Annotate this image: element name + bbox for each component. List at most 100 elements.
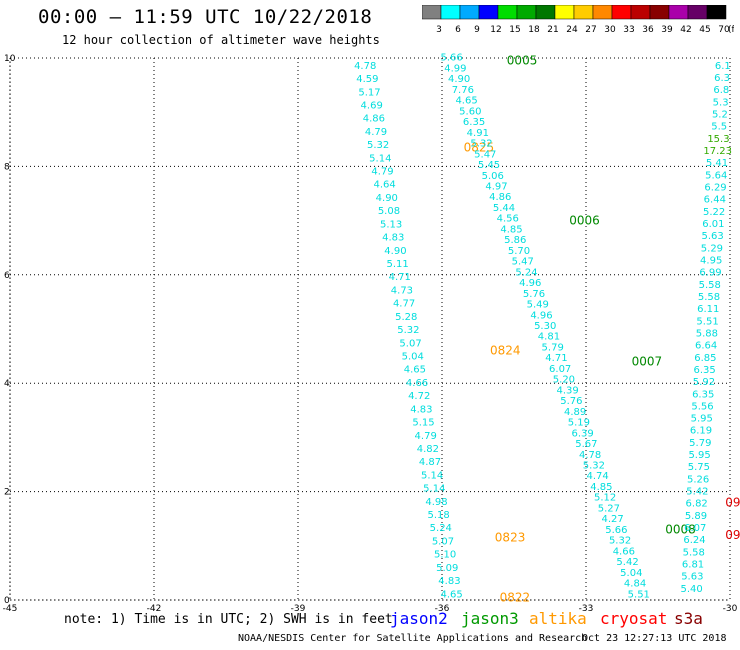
wave-height-value: 5.42: [686, 487, 708, 498]
y-tick-label: 0: [4, 596, 10, 606]
wave-height-value: 6.44: [704, 195, 726, 206]
pass-time-label: 0825: [464, 140, 495, 154]
wave-height-value: 4.96: [519, 278, 541, 289]
colorbar-tick-label: 9: [474, 25, 480, 35]
wave-height-value: 4.65: [455, 96, 477, 107]
wave-height-value: 5.70: [508, 246, 530, 257]
wave-height-value: 5.24: [430, 523, 452, 534]
wave-height-value: 4.64: [374, 180, 396, 191]
wave-height-value: 5.58: [699, 280, 721, 291]
wave-height-value: 4.82: [417, 444, 439, 455]
wave-height-value: 4.74: [586, 471, 608, 482]
wave-height-value: 5.15: [412, 418, 434, 429]
colorbar-tick-label: 3: [436, 25, 442, 35]
wave-height-value: 5.26: [687, 474, 709, 485]
footer-note: note: 1) Time is in UTC; 2) SWH is in fe…: [64, 612, 393, 627]
wave-height-value: 6.64: [695, 341, 717, 352]
wave-height-value: 4.79: [365, 127, 387, 138]
wave-height-value: 4.79: [415, 431, 437, 442]
wave-height-value: 5.60: [459, 106, 481, 117]
colorbar-tick-label: 42: [680, 25, 691, 35]
wave-height-value: 7.76: [452, 85, 474, 96]
wave-height-value: 4.59: [356, 74, 378, 85]
x-tick-label: -30: [723, 604, 738, 614]
wave-height-value: 5.14: [421, 470, 443, 481]
wave-height-value: 6.99: [699, 268, 721, 279]
wave-height-value: 5.20: [553, 375, 575, 386]
colorbar-tick-label: 15: [509, 25, 520, 35]
colorbar-tick-label: 18: [528, 25, 540, 35]
wave-height-value: 6.11: [697, 304, 719, 315]
wave-height-value: 5.5: [711, 122, 727, 133]
wave-height-value: 4.66: [613, 546, 635, 557]
wave-height-value: 5.58: [683, 547, 705, 558]
wave-height-value: 4.27: [601, 514, 623, 525]
wave-height-value: 5.76: [523, 289, 545, 300]
wave-height-value: 4.71: [545, 353, 567, 364]
wave-height-value: 5.66: [440, 53, 462, 64]
satellite-label-s3a: s3a: [674, 609, 703, 628]
wave-height-value: 5.07: [432, 536, 454, 547]
wave-height-value: 6.19: [690, 426, 712, 437]
wave-height-value: 5.79: [542, 342, 564, 353]
satellite-label-jason3: jason3: [461, 609, 519, 628]
wave-height-value: 4.56: [497, 214, 519, 225]
pass-time-label: 0005: [507, 54, 538, 68]
wave-height-value: 4.72: [408, 391, 430, 402]
wave-height-value: 5.12: [594, 493, 616, 504]
wave-height-value: 4.81: [538, 332, 560, 343]
wave-height-value: 4.89: [564, 407, 586, 418]
colorbar-unit-label: (ft): [728, 25, 734, 35]
wave-height-value: 5.47: [474, 149, 496, 160]
colorbar-tick-label: 27: [585, 25, 596, 35]
wave-height-value: 5.45: [478, 160, 500, 171]
map-subtitle: 12 hour collection of altimeter wave hei…: [62, 33, 380, 47]
wave-height-value: 5.13: [380, 219, 402, 230]
wave-height-value: 5.10: [434, 550, 456, 561]
wave-height-value: 6.29: [704, 182, 726, 193]
wave-height-value: 5.2: [712, 109, 728, 120]
wave-height-value: 5.09: [436, 563, 458, 574]
generated-timestamp: Oct 23 12:27:13 UTC 2018: [582, 633, 727, 644]
satellite-label-cryosat: cryosat: [600, 609, 668, 628]
pass-time-label: 093: [725, 495, 740, 509]
wave-height-value: 5.18: [428, 510, 450, 521]
pass-time-label: 0008: [665, 523, 696, 537]
wave-height-value: 6.39: [572, 428, 594, 439]
pass-time-label: 0823: [495, 531, 526, 545]
wave-height-value: 17.23: [703, 146, 732, 157]
wave-height-value: 4.87: [419, 457, 441, 468]
wave-height-value: 4.77: [393, 299, 415, 310]
wave-height-value: 5.11: [386, 259, 408, 270]
wave-height-value: 4.97: [485, 181, 507, 192]
wave-height-value: 5.28: [395, 312, 417, 323]
wave-height-value: 5.14: [369, 153, 391, 164]
wave-height-value: 4.83: [410, 404, 432, 415]
wave-height-value: 5.29: [701, 243, 723, 254]
wave-height-value: 5.79: [689, 438, 711, 449]
colorbar-swatch: [706, 5, 727, 20]
wave-height-value: 6.3: [714, 73, 730, 84]
wave-height-value: 5.66: [605, 525, 627, 536]
wave-height-value: 4.90: [384, 246, 406, 257]
wave-height-value: 5.40: [680, 584, 702, 595]
colorbar-tick-label: 12: [490, 25, 501, 35]
wave-height-value: 4.86: [363, 114, 385, 125]
wave-height-value: 4.83: [382, 233, 404, 244]
wave-height-value: 5.32: [367, 140, 389, 151]
x-tick-label: -39: [291, 604, 306, 614]
y-tick-label: 10: [4, 54, 16, 64]
wave-height-value: 5.95: [688, 450, 710, 461]
wave-height-value: 5.17: [358, 87, 380, 98]
wave-height-value: 15.3: [707, 134, 729, 145]
wave-height-value: 5.44: [493, 203, 515, 214]
colorbar-tick-label: 24: [566, 25, 578, 35]
wave-height-value: 5.75: [688, 462, 710, 473]
wave-height-value: 6.24: [683, 535, 705, 546]
wave-height-value: 5.42: [616, 557, 638, 568]
wave-height-value: 5.64: [705, 170, 727, 181]
colorbar-tick-label: 70: [718, 25, 730, 35]
wave-height-value: 5.76: [560, 396, 582, 407]
x-tick-label: -42: [147, 604, 162, 614]
